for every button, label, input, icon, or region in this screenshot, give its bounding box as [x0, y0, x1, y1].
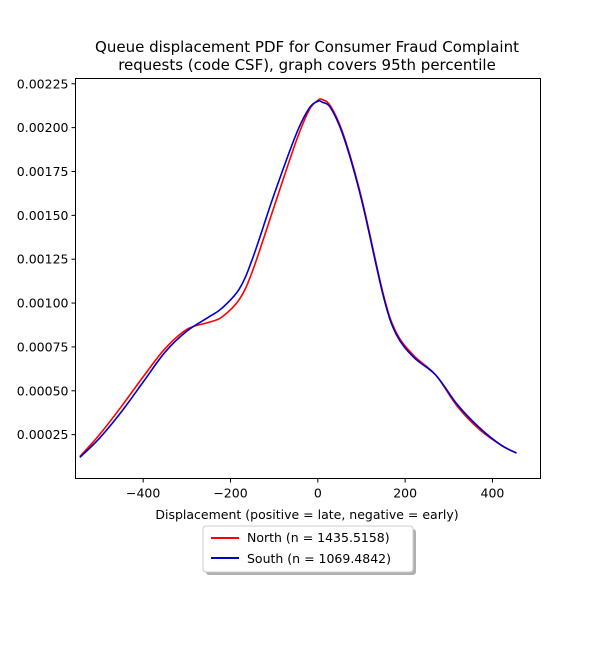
x-tick-label: −200 — [213, 486, 247, 501]
y-tick-label: 0.00125 — [17, 252, 69, 267]
y-axis-ticks: 0.00025 0.00050 0.00075 0.00100 0.00125 0.001… — [17, 76, 76, 442]
legend-label-north: North (n = 1435.5158) — [247, 530, 390, 545]
chart-title-line-2: requests (code CSF), graph covers 95th p… — [118, 56, 496, 74]
legend-box — [202, 525, 414, 573]
chart-title-line-1: Queue displacement PDF for Consumer Frau… — [95, 38, 519, 56]
y-tick-label: 0.00225 — [17, 76, 69, 91]
legend: North (n = 1435.5158) South (n = 1069.48… — [202, 525, 416, 575]
y-tick-label: 0.00100 — [17, 296, 69, 311]
x-tick-label: −400 — [126, 486, 160, 501]
y-tick-label: 0.00075 — [17, 339, 69, 354]
x-axis-ticks: −400 −200 0 200 400 — [126, 478, 505, 501]
y-tick-label: 0.00025 — [17, 427, 69, 442]
plot-lines — [79, 98, 517, 459]
x-tick-label: 200 — [393, 486, 417, 501]
plot-area-frame — [75, 78, 541, 479]
x-axis-label: Displacement (positive = late, negative … — [155, 507, 458, 522]
y-tick-label: 0.00150 — [17, 208, 69, 223]
y-tick-label: 0.00200 — [17, 120, 69, 135]
y-tick-label: 0.00175 — [17, 164, 69, 179]
y-tick-label: 0.00050 — [17, 383, 69, 398]
series-line-north — [79, 98, 517, 458]
x-tick-label: 0 — [314, 486, 322, 501]
x-tick-label: 400 — [481, 486, 505, 501]
series-line-south — [79, 100, 517, 459]
legend-label-south: South (n = 1069.4842) — [247, 551, 391, 566]
